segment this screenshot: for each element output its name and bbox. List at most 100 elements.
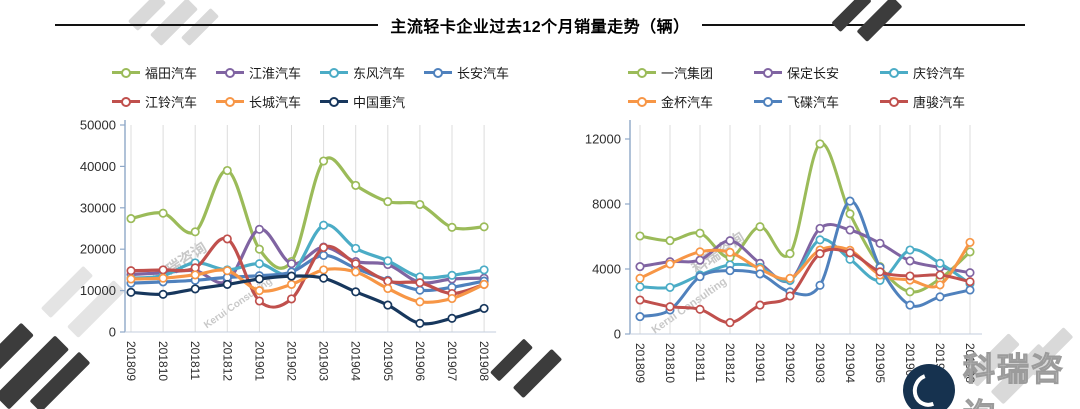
legend-row: 金杯汽车 飞碟汽车 唐骏汽车 (628, 87, 1006, 116)
x-tick-label: 201902 (285, 341, 299, 381)
legend-item-庆铃汽车: 庆铃汽车 (880, 63, 1006, 82)
data-point-marker (447, 293, 457, 304)
chart-right-panel: 0 4000 8000 12000 201809 201810 201811 201812 20… (555, 112, 1080, 409)
data-point-marker (695, 255, 705, 265)
data-point-marker (479, 279, 489, 289)
data-point-marker (965, 268, 975, 278)
data-point-marker (319, 220, 329, 230)
x-tick-label: 201809 (633, 343, 647, 383)
data-point-marker (905, 300, 915, 310)
data-point-marker (815, 280, 825, 290)
data-point-marker (158, 265, 168, 275)
legend-label: 唐骏汽车 (913, 95, 966, 110)
page-title: 主流轻卡企业过去12个月销量走势（辆） (390, 19, 690, 36)
data-point-marker (905, 287, 915, 297)
series-line-一汽集团 (638, 142, 972, 294)
x-tick-label: 201811 (188, 341, 202, 380)
data-point-marker (635, 295, 645, 305)
data-point-marker (635, 312, 645, 322)
data-point-marker (755, 300, 765, 310)
legend-row: 一汽集团 保定长安 庆铃汽车 (628, 58, 1006, 87)
legend-marker-icon (754, 96, 782, 107)
legend-item-唐骏汽车: 唐骏汽车 (880, 92, 1006, 111)
series-唐骏汽车 (635, 247, 975, 328)
y-tick-label: 0 (109, 325, 116, 340)
legend-right: 一汽集团 保定长安 庆铃汽车 金杯汽车 飞碟汽车 唐骏汽车 (628, 58, 1006, 116)
data-point-marker (222, 234, 232, 244)
y-axis-labels: 0 10000 20000 30000 40000 50000 (80, 118, 125, 340)
data-point-marker (190, 270, 200, 280)
brand-logo-text: 科瑞咨询 (963, 351, 1066, 409)
x-tick-label: 201905 (381, 341, 395, 381)
legend-marker-icon (112, 67, 140, 78)
data-point-marker (383, 197, 393, 207)
y-tick-label: 0 (614, 327, 621, 342)
data-point-marker (725, 236, 735, 246)
y-tick-label: 20000 (80, 242, 116, 257)
data-point-marker (319, 242, 329, 253)
data-point-marker (415, 297, 425, 307)
legend-row: 江铃汽车 长城汽车 中国重汽 (112, 87, 528, 116)
legend-item-中国重汽: 中国重汽 (320, 92, 424, 111)
legend-marker-icon (216, 96, 244, 107)
data-point-marker (447, 270, 457, 280)
legend-item-一汽集团: 一汽集团 (628, 63, 754, 82)
data-point-marker (905, 271, 915, 281)
data-point-marker (126, 266, 136, 276)
data-point-marker (755, 269, 765, 279)
data-point-marker (158, 208, 168, 218)
data-point-marker (383, 300, 393, 310)
data-point-marker (126, 287, 136, 297)
chart-left-panel: 0 10000 20000 30000 40000 50000 201809 201810 20… (50, 112, 515, 409)
legend-marker-icon (628, 96, 656, 107)
data-point-marker (905, 245, 915, 255)
data-point-marker (725, 318, 735, 328)
legend-item-福田汽车: 福田汽车 (112, 63, 216, 82)
data-point-marker (190, 284, 200, 294)
x-axis-labels: 201809 201810 201811 201812 201901 201902 2019… (633, 343, 977, 383)
x-tick-label: 201812 (220, 341, 234, 381)
legend-label: 江铃汽车 (145, 95, 198, 110)
data-point-marker (935, 270, 945, 280)
y-tick-label: 10000 (80, 283, 116, 298)
data-point-marker (695, 304, 705, 314)
data-point-marker (935, 280, 945, 290)
legend-item-飞碟汽车: 飞碟汽车 (754, 92, 880, 111)
x-tick-label: 201902 (783, 343, 797, 383)
legend-label: 东风汽车 (353, 66, 406, 81)
data-point-marker (665, 236, 675, 246)
x-tick-label: 201904 (843, 343, 857, 383)
legend-label: 保定长安 (787, 66, 840, 81)
data-point-marker (845, 209, 855, 219)
data-point-marker (785, 273, 795, 283)
data-point-marker (815, 139, 825, 149)
data-point-marker (695, 272, 705, 282)
data-point-marker (695, 247, 705, 257)
data-point-marker (447, 222, 457, 232)
x-tick-label: 201906 (413, 341, 427, 381)
data-point-marker (254, 274, 264, 284)
brand-logo: 科瑞咨询 (903, 344, 1080, 409)
legend-label: 长城汽车 (249, 95, 302, 110)
data-point-marker (126, 274, 136, 284)
data-point-marker (875, 267, 885, 277)
legend-marker-icon (628, 67, 656, 78)
data-point-marker (415, 199, 425, 210)
legend-item-长城汽车: 长城汽车 (216, 92, 320, 111)
data-point-marker (286, 279, 297, 289)
data-point-marker (725, 247, 735, 257)
data-point-marker (815, 235, 825, 245)
x-tick-label: 201905 (873, 343, 887, 383)
data-point-marker (158, 273, 168, 283)
x-tick-label: 201908 (963, 343, 977, 383)
legend-label: 福田汽车 (145, 66, 198, 81)
legend-left: 福田汽车 江淮汽车 东风汽车 长安汽车 江铃汽车 长城汽车 中国重汽 (112, 58, 528, 116)
data-point-marker (222, 165, 232, 176)
x-tick-label: 201811 (693, 343, 707, 382)
data-point-marker (254, 224, 264, 234)
data-point-marker (286, 294, 297, 304)
data-point-marker (965, 247, 975, 257)
data-point-marker (158, 289, 168, 299)
